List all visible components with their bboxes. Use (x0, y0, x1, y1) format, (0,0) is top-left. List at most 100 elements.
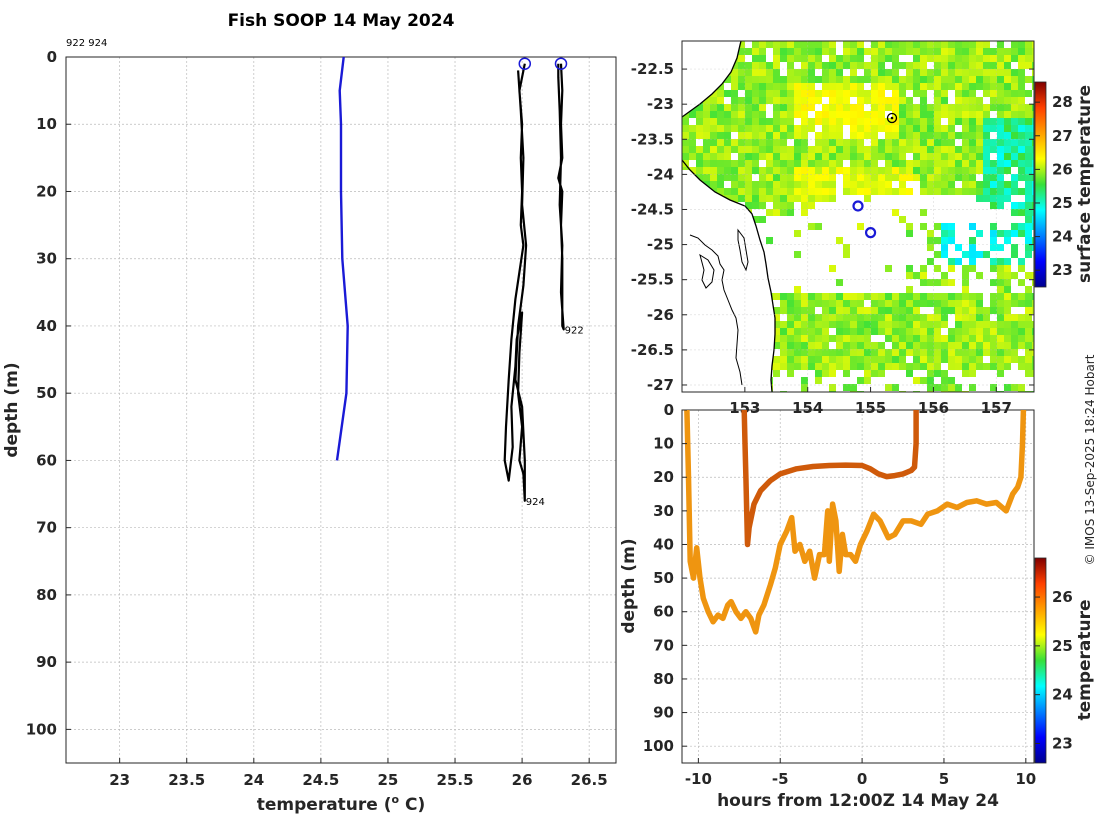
sst-cell (703, 111, 710, 118)
sst-cell (773, 188, 780, 195)
sst-cell (738, 55, 745, 62)
sst-cell (906, 342, 913, 349)
sst-cell (752, 153, 759, 160)
sst-cell (829, 349, 836, 356)
sst-cell (934, 41, 941, 48)
sst-cell (1025, 55, 1032, 62)
sst-cell (738, 132, 745, 139)
sst-cell (990, 188, 997, 195)
sst-cell (808, 167, 815, 174)
sst-cell (906, 118, 913, 125)
sst-cell (836, 132, 843, 139)
sst-cell (934, 76, 941, 83)
sst-cell (913, 104, 920, 111)
sst-cell (927, 188, 934, 195)
sst-cell (850, 363, 857, 370)
x-tick-label: 25 (378, 771, 399, 789)
sst-cell (997, 76, 1004, 83)
sst-cell (759, 55, 766, 62)
sst-cell (948, 307, 955, 314)
map-x-tick-label: 156 (918, 399, 949, 417)
sst-cell (976, 118, 983, 125)
sst-cell (815, 181, 822, 188)
sst-cell (780, 146, 787, 153)
sst-cell (808, 160, 815, 167)
sst-cell (766, 167, 773, 174)
coast-line-island (737, 228, 749, 272)
sst-cell (1004, 293, 1011, 300)
sst-cell (990, 342, 997, 349)
sst-cell (766, 62, 773, 69)
sst-cell (913, 363, 920, 370)
sst-cell (969, 125, 976, 132)
sst-cell (1011, 90, 1018, 97)
sst-cell (983, 48, 990, 55)
sst-cell (990, 118, 997, 125)
sst-cell (1025, 174, 1032, 181)
sst-cell (682, 153, 689, 160)
sst-cell (976, 230, 983, 237)
sst-cell (1018, 139, 1025, 146)
sst-cell (745, 97, 752, 104)
sst-cell (1018, 279, 1025, 286)
sst-cell (808, 293, 815, 300)
sst-cell (892, 293, 899, 300)
sst-cell (955, 293, 962, 300)
sst-cell (864, 174, 871, 181)
sst-cell (913, 69, 920, 76)
sst-cell (822, 188, 829, 195)
sst-cell (1032, 370, 1034, 377)
sst-cell (913, 90, 920, 97)
sst-cell (731, 146, 738, 153)
sst-cell (920, 328, 927, 335)
sst-cell (948, 167, 955, 174)
sst-cell (927, 139, 934, 146)
sst-cell (941, 125, 948, 132)
sst-cell (1025, 356, 1032, 363)
sst-cell (871, 188, 878, 195)
sst-cell (822, 90, 829, 97)
sst-cell (913, 349, 920, 356)
sst-cell (934, 223, 941, 230)
sst-cell (794, 293, 801, 300)
sst-cell (1025, 209, 1032, 216)
sst-cell (1018, 111, 1025, 118)
sst-cell (1004, 111, 1011, 118)
sst-cell (941, 230, 948, 237)
sst-cell (1004, 279, 1011, 286)
sst-cell (990, 356, 997, 363)
sst-cell (927, 300, 934, 307)
sst-cell (864, 321, 871, 328)
sst-cell (738, 160, 745, 167)
sst-cell (745, 188, 752, 195)
sst-cell (787, 195, 794, 202)
sst-cell (941, 160, 948, 167)
sst-cell (780, 349, 787, 356)
sst-cell (787, 174, 794, 181)
sst-cell (927, 48, 934, 55)
sst-cell (759, 41, 766, 48)
sst-cell (962, 97, 969, 104)
xlabel-text: temperature ( (257, 795, 392, 815)
sst-cell (934, 293, 941, 300)
sst-cell (766, 83, 773, 90)
sst-cell (829, 356, 836, 363)
sst-cell (948, 125, 955, 132)
sst-cell (892, 307, 899, 314)
sst-cell (787, 76, 794, 83)
sst-cell (1025, 272, 1032, 279)
sst-cell (1018, 167, 1025, 174)
sst-cell (871, 363, 878, 370)
sst-cell (759, 216, 766, 223)
sst-cell (815, 356, 822, 363)
sst-cell (1032, 244, 1034, 251)
sst-cell (1018, 230, 1025, 237)
sst-cell (787, 97, 794, 104)
sst-cell (913, 293, 920, 300)
sst-cell (1011, 314, 1018, 321)
sst-cell (1018, 328, 1025, 335)
sst-cell (864, 377, 871, 384)
sst-cell (906, 307, 913, 314)
sst-cell (808, 174, 815, 181)
